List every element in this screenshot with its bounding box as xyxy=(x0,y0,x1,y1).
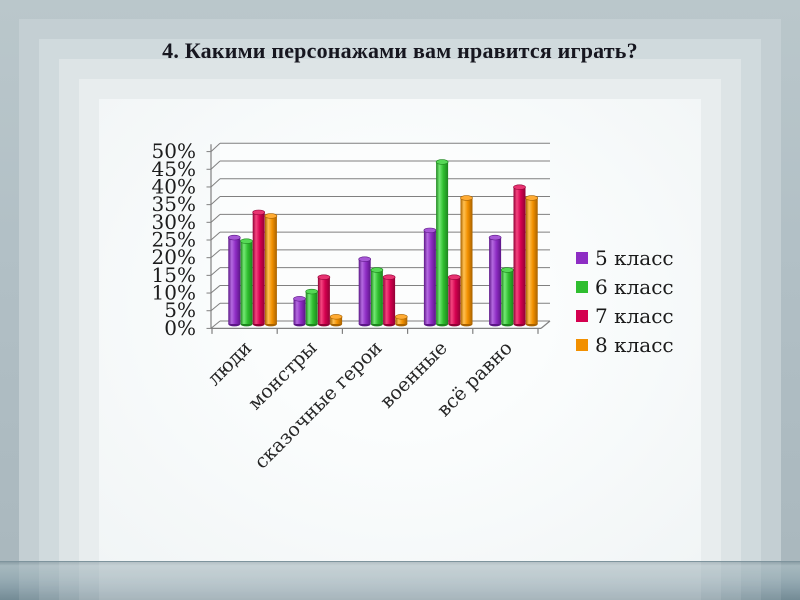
bar xyxy=(293,296,306,327)
bar-group xyxy=(423,159,473,327)
bar-group xyxy=(488,184,539,327)
y-axis-tick-label: 0% xyxy=(164,316,196,340)
slide-title: 4. Какими персонажами вам нравится играт… xyxy=(162,38,638,63)
axes xyxy=(210,144,551,334)
y-axis-tick-label: 30% xyxy=(152,210,196,234)
bar-group xyxy=(228,209,278,327)
bar xyxy=(500,267,514,327)
legend-swatch xyxy=(576,251,588,264)
legend-label: 5 класс xyxy=(595,245,674,270)
x-axis-category-label: люди xyxy=(203,337,256,390)
bar xyxy=(358,256,371,327)
y-axis-tick-label: 50% xyxy=(152,139,196,163)
legend-label: 6 класс xyxy=(595,274,674,299)
y-axis-tick-label: 35% xyxy=(152,192,196,216)
bar xyxy=(264,213,278,327)
bar-group xyxy=(358,256,408,327)
legend-item: 6 класс xyxy=(576,272,674,301)
bar xyxy=(513,184,526,327)
y-axis-tick-label: 25% xyxy=(152,228,196,252)
bar xyxy=(240,238,253,327)
bar xyxy=(447,274,461,327)
y-axis-tick-label: 40% xyxy=(152,174,196,198)
bar xyxy=(382,274,396,327)
y-axis-tick-label: 5% xyxy=(164,298,196,322)
stage-floor xyxy=(0,561,800,600)
bar xyxy=(488,234,502,327)
y-axis-tick-label: 20% xyxy=(152,245,196,269)
bar-group xyxy=(293,274,343,327)
bar xyxy=(317,274,331,327)
legend-label: 8 класс xyxy=(595,332,674,357)
bar xyxy=(460,195,473,327)
chart-legend: 5 класс 6 класс 7 класс 8 класс xyxy=(576,243,674,359)
legend-label: 7 класс xyxy=(595,303,674,328)
bar xyxy=(370,267,384,327)
y-axis-tick-label: 15% xyxy=(152,263,196,287)
bar xyxy=(305,288,318,327)
legend-swatch xyxy=(576,280,588,293)
legend-item: 7 класс xyxy=(576,301,674,330)
x-axis-category-label: сказочные герои xyxy=(250,337,386,473)
legend-swatch xyxy=(576,338,588,351)
bar-chart: 0%5%10%15%20%25%30%35%40%45%50%людимонст… xyxy=(152,139,551,473)
bar xyxy=(329,314,343,327)
bar xyxy=(252,209,265,327)
bar xyxy=(394,314,408,327)
bar xyxy=(435,159,449,327)
bar xyxy=(525,195,539,327)
legend-item: 8 класс xyxy=(576,330,674,359)
legend-item: 5 класс xyxy=(576,243,674,272)
bar xyxy=(228,234,241,327)
legend-swatch xyxy=(576,309,588,322)
bar xyxy=(423,227,437,327)
y-axis-tick-label: 45% xyxy=(152,157,196,181)
chart-area: 0% 5% 10% 15% 20% 25% 30% 35% 40% 45% 50% люди монст… xyxy=(130,135,690,485)
y-axis-tick-label: 10% xyxy=(152,281,196,305)
